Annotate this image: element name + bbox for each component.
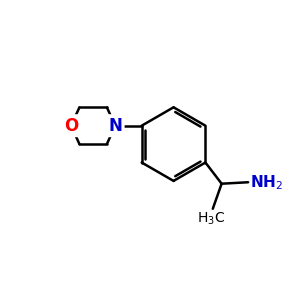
Text: H$_3$C: H$_3$C (197, 211, 225, 227)
Text: O: O (64, 117, 78, 135)
Text: N: N (108, 117, 122, 135)
Text: NH$_2$: NH$_2$ (250, 173, 284, 192)
